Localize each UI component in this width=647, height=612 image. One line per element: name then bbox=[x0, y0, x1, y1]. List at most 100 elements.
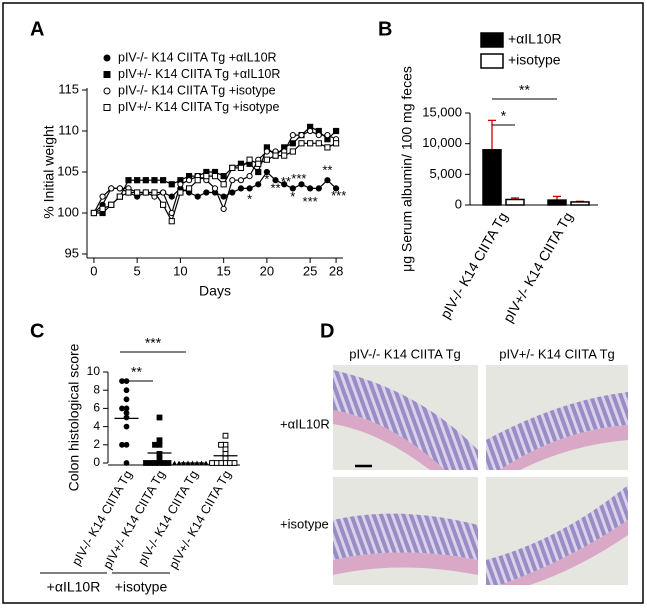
y-tick-label: 100 bbox=[57, 204, 79, 219]
x-tick-label: pIV-/- K14 CIITA Tg bbox=[437, 209, 511, 321]
annotation: ** bbox=[322, 163, 332, 178]
marker bbox=[203, 189, 210, 196]
marker bbox=[151, 177, 158, 184]
y-tick-label: 6 bbox=[93, 401, 100, 415]
marker bbox=[185, 177, 193, 184]
row-label: +isotype bbox=[280, 516, 329, 531]
x-tick-label: 5 bbox=[134, 263, 141, 278]
marker bbox=[103, 71, 111, 78]
annotation: ** bbox=[270, 181, 280, 196]
marker bbox=[231, 460, 238, 466]
marker bbox=[255, 160, 262, 167]
legend-label: pIV-/- K14 CIITA Tg +αIL10R bbox=[118, 50, 277, 64]
marker bbox=[134, 189, 141, 196]
annotation: ** bbox=[281, 174, 291, 189]
marker bbox=[272, 152, 279, 159]
marker bbox=[324, 132, 331, 139]
marker bbox=[246, 156, 253, 163]
marker bbox=[332, 127, 340, 135]
y-tick-label: 2 bbox=[93, 437, 100, 451]
marker bbox=[125, 177, 132, 184]
panel-label: B bbox=[378, 18, 392, 40]
marker bbox=[229, 177, 236, 184]
legend-label: +isotype bbox=[508, 52, 561, 68]
bar bbox=[505, 198, 525, 206]
x-axis-label: Days bbox=[199, 283, 231, 299]
x-tick-label: 10 bbox=[173, 263, 187, 278]
annotation: * bbox=[264, 172, 269, 187]
marker bbox=[237, 177, 245, 184]
y-tick-label: 15,000 bbox=[422, 104, 462, 119]
marker bbox=[211, 185, 219, 192]
marker bbox=[123, 396, 130, 403]
row-label: +αIL10R bbox=[280, 416, 330, 431]
marker bbox=[263, 148, 270, 155]
marker bbox=[229, 164, 236, 172]
bar bbox=[570, 201, 590, 206]
marker bbox=[165, 460, 172, 466]
marker bbox=[103, 54, 111, 62]
marker bbox=[119, 405, 125, 412]
x-tick-label: 20 bbox=[260, 263, 274, 278]
marker bbox=[177, 181, 184, 188]
marker bbox=[237, 185, 245, 192]
marker bbox=[218, 441, 224, 448]
x-tick-label: 15 bbox=[216, 263, 230, 278]
marker bbox=[160, 201, 167, 208]
marker bbox=[160, 177, 167, 184]
marker bbox=[152, 441, 158, 448]
x-tick-label: pIV+/- K14 CIITA Tg bbox=[100, 468, 168, 571]
marker bbox=[151, 189, 158, 196]
annotation: * bbox=[290, 189, 295, 204]
marker bbox=[298, 140, 305, 147]
legend-swatch bbox=[480, 32, 504, 48]
marker bbox=[123, 423, 130, 430]
y-axis-label: Colon histological score bbox=[66, 343, 82, 491]
bar bbox=[547, 199, 567, 206]
legend-label: pIV+/- K14 CIITA Tg +isotype bbox=[118, 100, 279, 114]
marker bbox=[168, 193, 175, 200]
column-label: pIV-/- K14 CIITA Tg bbox=[349, 346, 461, 361]
marker bbox=[108, 185, 115, 192]
marker bbox=[324, 144, 331, 151]
marker bbox=[99, 193, 106, 200]
marker bbox=[123, 414, 130, 421]
significance-label: ** bbox=[519, 82, 530, 98]
panel-label: D bbox=[320, 320, 334, 342]
marker bbox=[116, 193, 123, 200]
marker bbox=[134, 177, 141, 184]
marker bbox=[289, 185, 296, 192]
y-tick-label: 5,000 bbox=[429, 166, 462, 181]
marker bbox=[168, 218, 175, 225]
marker bbox=[255, 168, 262, 176]
marker bbox=[255, 181, 262, 188]
marker bbox=[324, 177, 331, 184]
marker bbox=[194, 193, 201, 200]
marker bbox=[237, 164, 245, 172]
marker bbox=[116, 185, 123, 192]
marker bbox=[177, 189, 184, 196]
group-label: +αIL10R bbox=[47, 579, 101, 595]
marker bbox=[289, 148, 296, 155]
y-tick-label: 105 bbox=[57, 163, 79, 178]
marker bbox=[156, 414, 163, 421]
marker bbox=[222, 432, 229, 439]
x-tick-label: pIV-/- K14 CIITA Tg bbox=[135, 468, 201, 568]
marker bbox=[211, 173, 219, 180]
y-tick-label: 115 bbox=[58, 81, 79, 96]
y-tick-label: 95 bbox=[65, 245, 79, 260]
marker bbox=[332, 140, 340, 147]
marker bbox=[315, 132, 322, 139]
significance-label: * bbox=[501, 108, 507, 124]
annotation: *** bbox=[291, 171, 306, 186]
marker bbox=[203, 173, 210, 180]
significance-label: *** bbox=[145, 335, 162, 351]
marker bbox=[220, 181, 227, 188]
marker bbox=[90, 209, 98, 217]
marker bbox=[263, 156, 270, 163]
y-tick-label: 0 bbox=[93, 455, 100, 469]
marker bbox=[103, 87, 111, 95]
annotation: *** bbox=[303, 194, 318, 209]
marker bbox=[194, 177, 201, 184]
